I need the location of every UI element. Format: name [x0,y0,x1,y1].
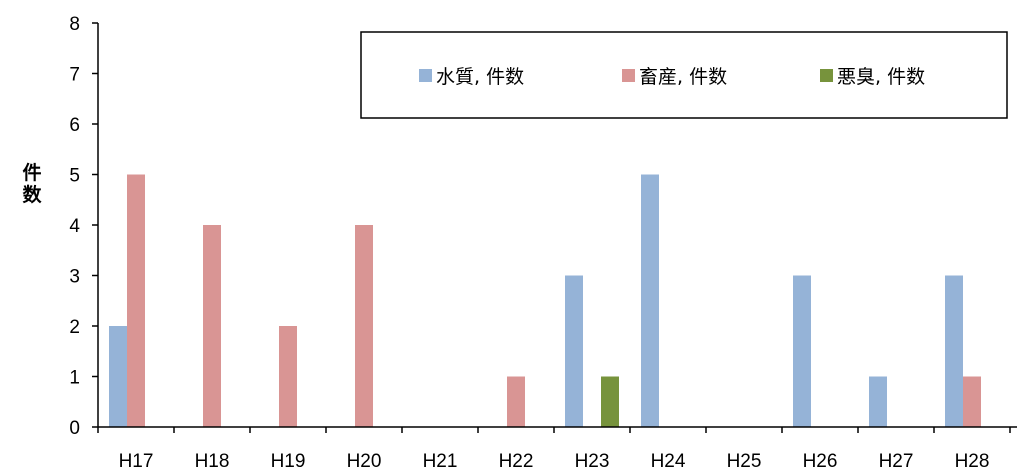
x-tick-label: H20 [347,451,382,470]
legend-label: 畜産, 件数 [639,66,727,88]
y-tick-label: 4 [69,216,80,237]
y-tick-label: 3 [69,267,80,288]
x-tick-label: H28 [955,451,990,470]
legend-label: 悪臭, 件数 [837,66,925,88]
bar-livestock [279,326,297,427]
bar-water [565,275,583,427]
bar-water [109,326,127,427]
x-tick-label: H19 [271,451,306,470]
legend-swatch [820,69,833,82]
bar-livestock [963,376,981,427]
bar-odor [601,376,619,427]
y-tick-label: 0 [69,418,80,439]
bar-water [793,275,811,427]
x-tick-label: H17 [119,451,154,470]
bar-livestock [355,225,373,427]
x-tick-label: H25 [727,451,762,470]
x-tick-label: H23 [575,451,610,470]
y-tick-label: 2 [69,317,80,338]
x-tick-label: H18 [195,451,230,470]
y-axis-label: 件数 [22,161,42,206]
bar-water [641,174,659,427]
legend: 水質, 件数 畜産, 件数 悪臭, 件数 [360,31,1008,119]
x-tick-label: H26 [803,451,838,470]
bar-livestock [507,376,525,427]
x-tick-label: H21 [423,451,458,470]
bar-water [869,376,887,427]
y-tick-label: 6 [69,115,80,136]
bar-livestock [127,174,145,427]
y-tick-label: 1 [69,368,80,389]
legend-swatch [622,69,635,82]
x-tick-label: H27 [879,451,914,470]
legend-swatch [419,69,432,82]
y-tick-label: 8 [69,14,80,35]
bar-water [945,275,963,427]
y-tick-label: 7 [69,65,80,86]
axes: 0 1 2 3 4 5 6 7 8 H17 H18 H19 H20 H21 H22 H23 H24 H25 H26 H… [69,14,1017,470]
legend-box [360,31,1008,119]
bar-livestock [203,225,221,427]
legend-label: 水質, 件数 [436,66,524,88]
plot-area [109,174,981,427]
y-tick-label: 5 [69,166,80,187]
x-tick-label: H22 [499,451,534,470]
x-tick-label: H24 [651,451,686,470]
